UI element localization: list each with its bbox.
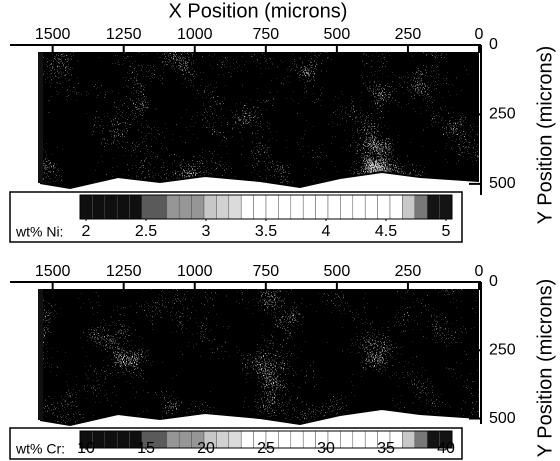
x-tick-label: 1500	[35, 263, 71, 280]
colorbar-tick-label: 25	[257, 440, 275, 457]
x-tick-label: 1250	[106, 26, 142, 43]
colorbar-cell	[402, 194, 416, 220]
y-tick-label: 250	[489, 106, 516, 123]
x-tick-label: 1500	[35, 26, 71, 43]
map-outline	[39, 407, 480, 427]
x-tick-label: 250	[395, 26, 422, 43]
colorbar-cell	[340, 430, 354, 449]
colorbar-tick-label: 20	[197, 440, 215, 457]
colorbar-tick-label: 3.5	[255, 223, 277, 240]
colorbar-label: wt% Cr:	[15, 441, 65, 457]
colorbar-cell	[389, 194, 403, 220]
y-tick-label: 500	[489, 410, 516, 427]
colorbar-cell	[402, 430, 416, 449]
x-tick-label: 500	[324, 26, 351, 43]
colorbar-cell	[116, 194, 130, 220]
colorbar-cell	[228, 430, 242, 449]
colorbar-tick-label: 3	[202, 223, 211, 240]
colorbar-cell	[278, 194, 292, 220]
colorbar-cell	[352, 194, 366, 220]
map-outline	[39, 170, 480, 190]
colorbar-cell	[290, 194, 304, 220]
colorbar-cell	[302, 194, 316, 220]
x-tick-label: 1250	[106, 263, 142, 280]
colorbar-cell	[166, 194, 180, 220]
map-texture	[40, 52, 479, 188]
y-tick-label: 500	[489, 175, 516, 192]
colorbar-cell	[104, 194, 118, 220]
colorbar-cell	[439, 194, 453, 220]
map-texture	[40, 289, 479, 425]
colorbar-cell	[154, 194, 168, 220]
x-tick-label: 750	[252, 26, 279, 43]
colorbar-cell	[178, 430, 192, 449]
colorbar-tick-label: 10	[77, 440, 95, 457]
colorbar-cell	[278, 430, 292, 449]
colorbar-cell	[414, 430, 428, 449]
colorbar-tick-label: 5	[442, 223, 451, 240]
colorbar-tick-label: 35	[377, 440, 395, 457]
x-tick-label: 1000	[177, 263, 213, 280]
colorbar-tick-label: 2.5	[135, 223, 157, 240]
colorbar-cell	[364, 194, 378, 220]
colorbar-tick-label: 15	[137, 440, 155, 457]
colorbar-tick-label: 4	[322, 223, 331, 240]
colorbar-cell	[327, 194, 341, 220]
colorbar-cell	[352, 430, 366, 449]
colorbar-cell	[228, 194, 242, 220]
y-axis-title: Y Position (microns)	[534, 279, 556, 458]
colorbar-tick-label: 4.5	[375, 223, 397, 240]
colorbar-cell	[414, 194, 428, 220]
colorbar-cell	[203, 194, 217, 220]
colorbar-cell	[302, 430, 316, 449]
colorbar-cell	[79, 194, 93, 220]
colorbar-tick-label: 40	[437, 440, 455, 457]
x-axis-title: X Position (microns)	[169, 0, 348, 22]
colorbar-cell	[315, 194, 329, 220]
colorbar-cell	[191, 194, 205, 220]
colorbar-cell	[104, 430, 118, 449]
map-left-edge	[38, 289, 43, 420]
map-left-edge	[38, 52, 43, 183]
x-tick-label: 0	[475, 26, 484, 43]
colorbar-cell	[216, 194, 230, 220]
colorbar-cell	[364, 430, 378, 449]
x-tick-label: 500	[324, 263, 351, 280]
colorbar-cell	[340, 194, 354, 220]
x-tick-label: 0	[475, 263, 484, 280]
colorbar-cell	[240, 430, 254, 449]
colorbar-cell	[166, 430, 180, 449]
colorbar-cell	[265, 194, 279, 220]
colorbar-cell	[216, 430, 230, 449]
colorbar-cell	[116, 430, 130, 449]
y-tick-label: 250	[489, 341, 516, 358]
colorbar-cell	[240, 194, 254, 220]
x-tick-label: 250	[395, 263, 422, 280]
colorbar-cell	[92, 194, 106, 220]
y-tick-label: 0	[489, 273, 498, 290]
y-axis-title: Y Position (microns)	[534, 46, 556, 225]
colorbar-cell	[129, 194, 143, 220]
colorbar-tick-label: 30	[317, 440, 335, 457]
colorbar-cell	[290, 430, 304, 449]
colorbar-cell	[141, 194, 155, 220]
colorbar-tick-label: 2	[82, 223, 91, 240]
colorbar-cell	[154, 430, 168, 449]
colorbar-label: wt% Ni:	[15, 224, 63, 240]
colorbar-cell	[253, 194, 267, 220]
y-tick-label: 0	[489, 36, 498, 53]
colorbar-cell	[178, 194, 192, 220]
x-tick-label: 1000	[177, 26, 213, 43]
x-tick-label: 750	[252, 263, 279, 280]
colorbar-cell	[426, 194, 440, 220]
colorbar-cell	[377, 194, 391, 220]
